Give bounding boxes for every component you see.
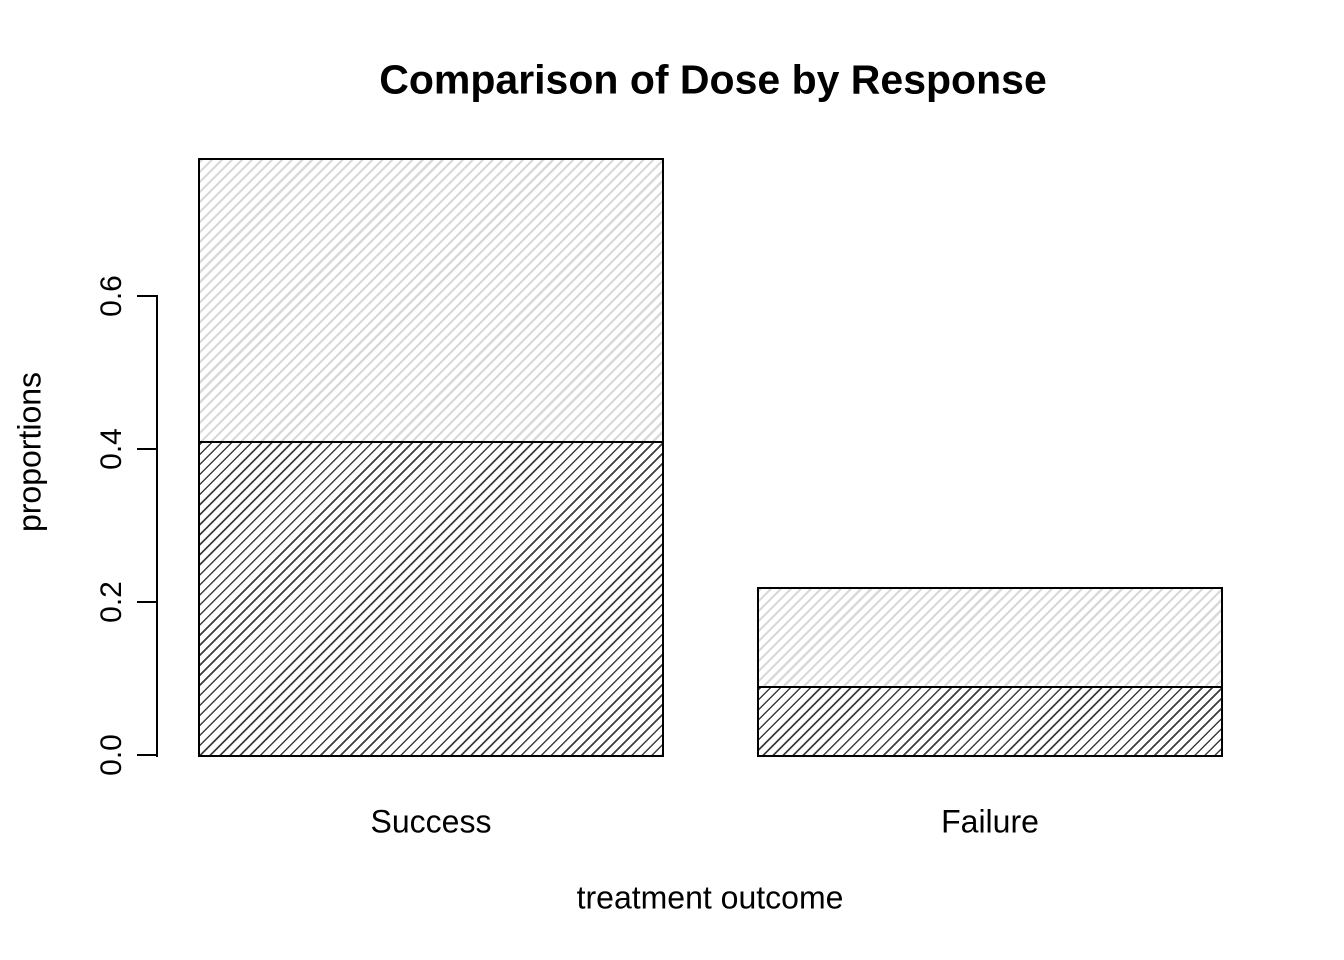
y-axis-tick-label: 0.0: [95, 734, 128, 776]
y-axis-line: [156, 295, 158, 757]
category-label: Failure: [941, 803, 1039, 840]
y-axis-tick: [137, 295, 157, 297]
y-axis-tick: [137, 754, 157, 756]
y-axis-tick-label: 0.2: [95, 581, 128, 623]
bar-segment-success-light: [198, 158, 664, 443]
bar-segment-failure-light: [757, 587, 1223, 688]
x-axis-label: treatment outcome: [576, 879, 844, 916]
category-label: Success: [370, 803, 492, 840]
chart-title: Comparison of Dose by Response: [379, 56, 1047, 103]
y-axis-tick: [137, 601, 157, 603]
bar-segment-failure-dark: [757, 686, 1223, 757]
y-axis-tick-label: 0.4: [95, 428, 128, 470]
y-axis-tick: [137, 448, 157, 450]
bar-segment-success-dark: [198, 441, 664, 757]
y-axis-tick-label: 0.6: [95, 275, 128, 317]
